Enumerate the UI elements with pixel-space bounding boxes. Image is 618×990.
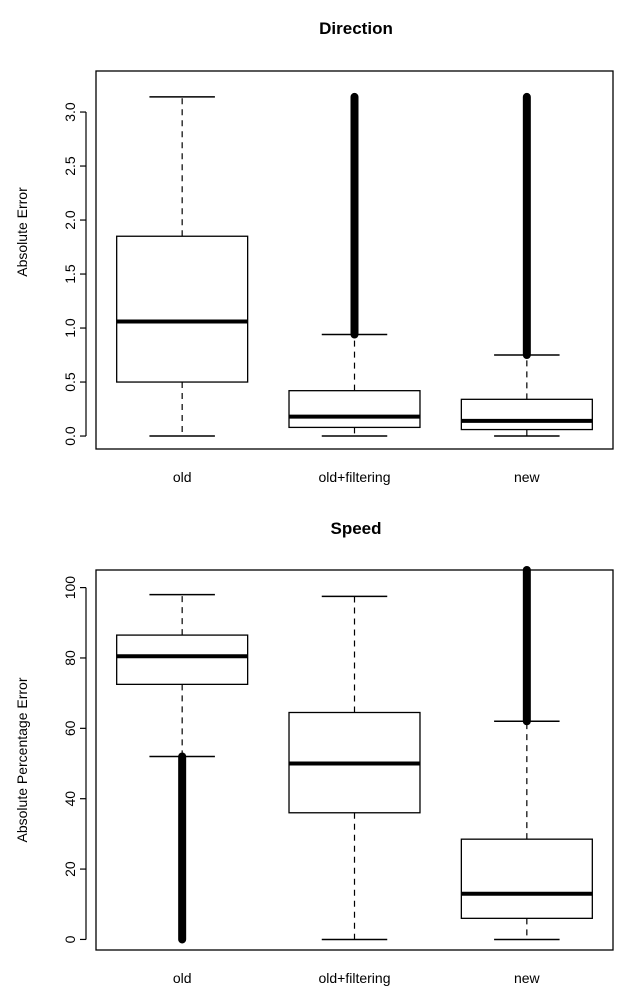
speed-box-0: [116, 593, 249, 944]
direction-y-tick-label: 1.0: [62, 318, 78, 338]
speed-box-2: [460, 566, 593, 941]
direction-iqr-box: [116, 235, 249, 383]
speed-boxes: [116, 566, 593, 944]
speed-x-tick-label: old: [173, 970, 192, 986]
direction-y-tick-label: 0.5: [62, 372, 78, 392]
speed-y-tick-label: 60: [62, 720, 78, 736]
direction-box-0: [116, 96, 249, 437]
speed-iqr-box: [116, 634, 249, 686]
direction-iqr-box: [288, 390, 421, 429]
direction-y-axis: 0.0 0.5 1.0 1.5 2.0 2.5 3.0: [62, 102, 87, 446]
direction-ylabel: Absolute Error: [14, 187, 30, 277]
direction-title: Direction: [319, 19, 393, 38]
speed-y-tick-label: 80: [62, 650, 78, 666]
direction-boxes: [116, 92, 593, 437]
speed-y-tick-label: 40: [62, 791, 78, 807]
direction-x-tick-label: old: [173, 469, 192, 485]
direction-y-tick-label: 2.0: [62, 210, 78, 230]
direction-plot-frame: [95, 70, 614, 450]
direction-y-tick-label: 1.5: [62, 264, 78, 284]
direction-iqr-box: [460, 398, 593, 431]
direction-box-1: [288, 92, 421, 437]
direction-y-tick-label: 3.0: [62, 102, 78, 122]
speed-y-tick-label: 100: [62, 576, 78, 600]
speed-x-tick-label: new: [514, 970, 541, 986]
speed-iqr-box: [460, 838, 593, 919]
direction-x-tick-label: old+filtering: [319, 469, 391, 485]
direction-y-tick-label: 2.5: [62, 156, 78, 176]
speed-y-axis: 0 20 40 60 80 100: [62, 576, 87, 943]
speed-y-tick-label: 0: [62, 935, 78, 943]
direction-x-tick-label: new: [514, 469, 541, 485]
speed-box-1: [288, 595, 421, 941]
speed-y-tick-label: 20: [62, 861, 78, 877]
speed-panel: Speed Absolute Percentage Error 0 20 40 60 8…: [14, 519, 614, 986]
speed-x-axis: old old+filtering new: [173, 970, 541, 986]
direction-panel: Direction Absolute Error 0.0 0.5 1.0 1.5 2.0…: [14, 19, 614, 485]
direction-box-2: [460, 92, 593, 437]
speed-ylabel: Absolute Percentage Error: [14, 677, 30, 842]
direction-y-tick-label: 0.0: [62, 426, 78, 446]
speed-x-tick-label: old+filtering: [319, 970, 391, 986]
speed-plot-frame: [95, 569, 614, 951]
speed-title: Speed: [330, 519, 381, 538]
direction-x-axis: old old+filtering new: [173, 469, 541, 485]
